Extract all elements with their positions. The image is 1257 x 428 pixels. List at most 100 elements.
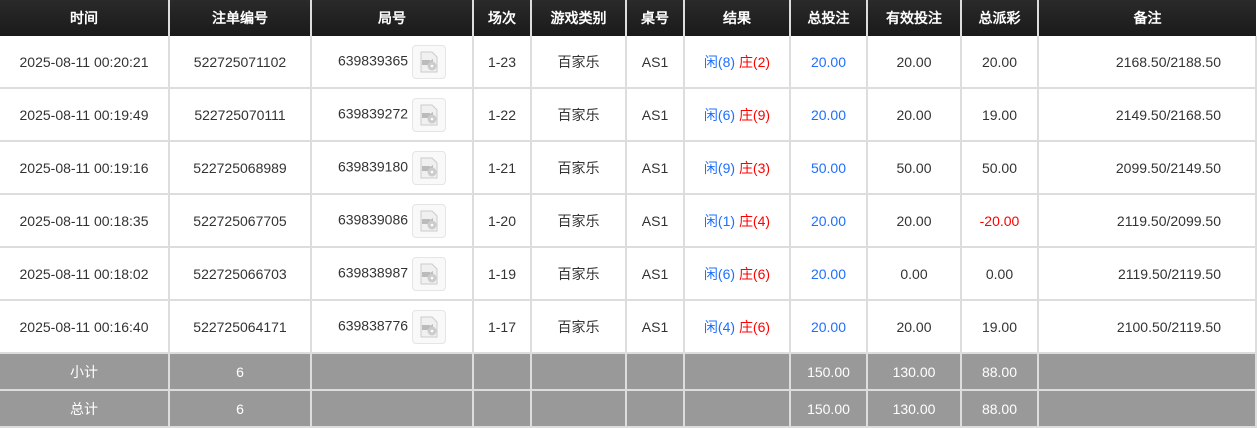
video-replay-icon[interactable] (412, 203, 447, 238)
header-payout: 总派彩 (960, 0, 1038, 36)
round-no: 639839365 (310, 36, 474, 89)
total-bet: 50.00 (789, 141, 868, 195)
payout: 50.00 (960, 141, 1039, 195)
total-valid-bet: 130.00 (866, 390, 962, 428)
table-row: 2025-08-11 00:18:35 522725067705 639839086… (0, 194, 1257, 248)
round-no: 639839180 (310, 141, 474, 195)
empty (530, 390, 627, 428)
table-row: 2025-08-11 00:20:21 522725071102 639839365… (0, 36, 1257, 89)
empty (472, 390, 532, 428)
game-type: 百家乐 (530, 141, 627, 195)
payout: 20.00 (960, 36, 1039, 89)
header-result: 结果 (683, 0, 790, 36)
empty (310, 353, 474, 391)
empty (1037, 353, 1257, 391)
session: 1-23 (472, 36, 532, 89)
table-no: AS1 (625, 194, 685, 248)
header-total-bet: 总投注 (789, 0, 867, 36)
round-no: 639839086 (310, 194, 474, 248)
result: 闲(8) 庄(2) (683, 36, 791, 89)
round-no-text: 639839365 (337, 52, 409, 69)
payout: 0.00 (960, 247, 1039, 301)
total-payout: 88.00 (960, 390, 1039, 428)
banker-result: 庄(9) (738, 106, 771, 123)
subtotal-label: 小计 (0, 353, 170, 391)
header-table-no: 桌号 (625, 0, 684, 36)
player-result: 闲(4) (703, 318, 736, 335)
time: 2025-08-11 00:19:49 (0, 88, 170, 142)
payout: 19.00 (960, 300, 1039, 354)
banker-result: 庄(6) (738, 265, 771, 282)
bet-no: 522725071102 (168, 36, 312, 89)
valid-bet: 50.00 (866, 141, 962, 195)
result: 闲(9) 庄(3) (683, 141, 791, 195)
header-bet-no: 注单编号 (168, 0, 311, 36)
table-no: AS1 (625, 141, 685, 195)
empty (472, 353, 532, 391)
player-result: 闲(8) (703, 53, 736, 70)
valid-bet: 0.00 (866, 247, 962, 301)
video-replay-icon[interactable] (412, 256, 447, 291)
total-label: 总计 (0, 390, 170, 428)
round-no: 639839272 (310, 88, 474, 142)
table-row: 2025-08-11 00:19:49 522725070111 639839272… (0, 88, 1257, 142)
header-time: 时间 (0, 0, 169, 36)
session: 1-22 (472, 88, 532, 142)
empty (683, 353, 791, 391)
session: 1-21 (472, 141, 532, 195)
player-result: 闲(6) (703, 106, 736, 123)
player-result: 闲(9) (703, 159, 736, 176)
round-no-text: 639838987 (337, 264, 409, 281)
header-session: 场次 (472, 0, 531, 36)
table-header: 时间 注单编号 局号 场次 游戏类别 桌号 结果 总投注 有效投注 总派彩 备注 (0, 0, 1256, 36)
total-bet: 20.00 (789, 300, 868, 354)
time: 2025-08-11 00:19:16 (0, 141, 170, 195)
time: 2025-08-11 00:18:35 (0, 194, 170, 248)
bet-no: 522725064171 (168, 300, 312, 354)
header-round-no: 局号 (310, 0, 473, 36)
header-remark: 备注 (1037, 0, 1256, 36)
round-no-text: 639839272 (337, 105, 409, 122)
result: 闲(4) 庄(6) (683, 300, 791, 354)
table-row: 2025-08-11 00:16:40 522725064171 639838776… (0, 300, 1257, 354)
subtotal-payout: 88.00 (960, 353, 1039, 391)
table-no: AS1 (625, 300, 685, 354)
total-bet: 20.00 (789, 247, 868, 301)
banker-result: 庄(3) (738, 159, 771, 176)
valid-bet: 20.00 (866, 88, 962, 142)
video-replay-icon[interactable] (412, 97, 447, 132)
game-type: 百家乐 (530, 88, 627, 142)
empty (310, 390, 474, 428)
remark: 2119.50/2119.50 (1037, 247, 1257, 301)
round-no-text: 639838776 (337, 317, 409, 334)
video-replay-icon[interactable] (412, 44, 447, 79)
valid-bet: 20.00 (866, 36, 962, 89)
total-bet: 20.00 (789, 36, 868, 89)
total-row: 总计 6 150.00 130.00 88.00 (0, 390, 1257, 428)
total-total-bet: 150.00 (789, 390, 868, 428)
subtotal-count: 6 (168, 353, 312, 391)
subtotal-row: 小计 6 150.00 130.00 88.00 (0, 353, 1257, 391)
bet-no: 522725067705 (168, 194, 312, 248)
game-type: 百家乐 (530, 300, 627, 354)
valid-bet: 20.00 (866, 300, 962, 354)
subtotal-valid-bet: 130.00 (866, 353, 962, 391)
player-result: 闲(6) (703, 265, 736, 282)
video-replay-icon[interactable] (412, 150, 447, 185)
game-type: 百家乐 (530, 194, 627, 248)
player-result: 闲(1) (703, 212, 736, 229)
table-no: AS1 (625, 36, 685, 89)
video-replay-icon[interactable] (412, 309, 447, 344)
bet-no: 522725066703 (168, 247, 312, 301)
banker-result: 庄(2) (738, 53, 771, 70)
bet-no: 522725068989 (168, 141, 312, 195)
round-no: 639838987 (310, 247, 474, 301)
round-no-text: 639839180 (337, 158, 409, 175)
bet-no: 522725070111 (168, 88, 312, 142)
table-no: AS1 (625, 247, 685, 301)
result: 闲(6) 庄(6) (683, 247, 791, 301)
session: 1-19 (472, 247, 532, 301)
session: 1-20 (472, 194, 532, 248)
game-type: 百家乐 (530, 36, 627, 89)
table-row: 2025-08-11 00:19:16 522725068989 639839180… (0, 141, 1257, 195)
